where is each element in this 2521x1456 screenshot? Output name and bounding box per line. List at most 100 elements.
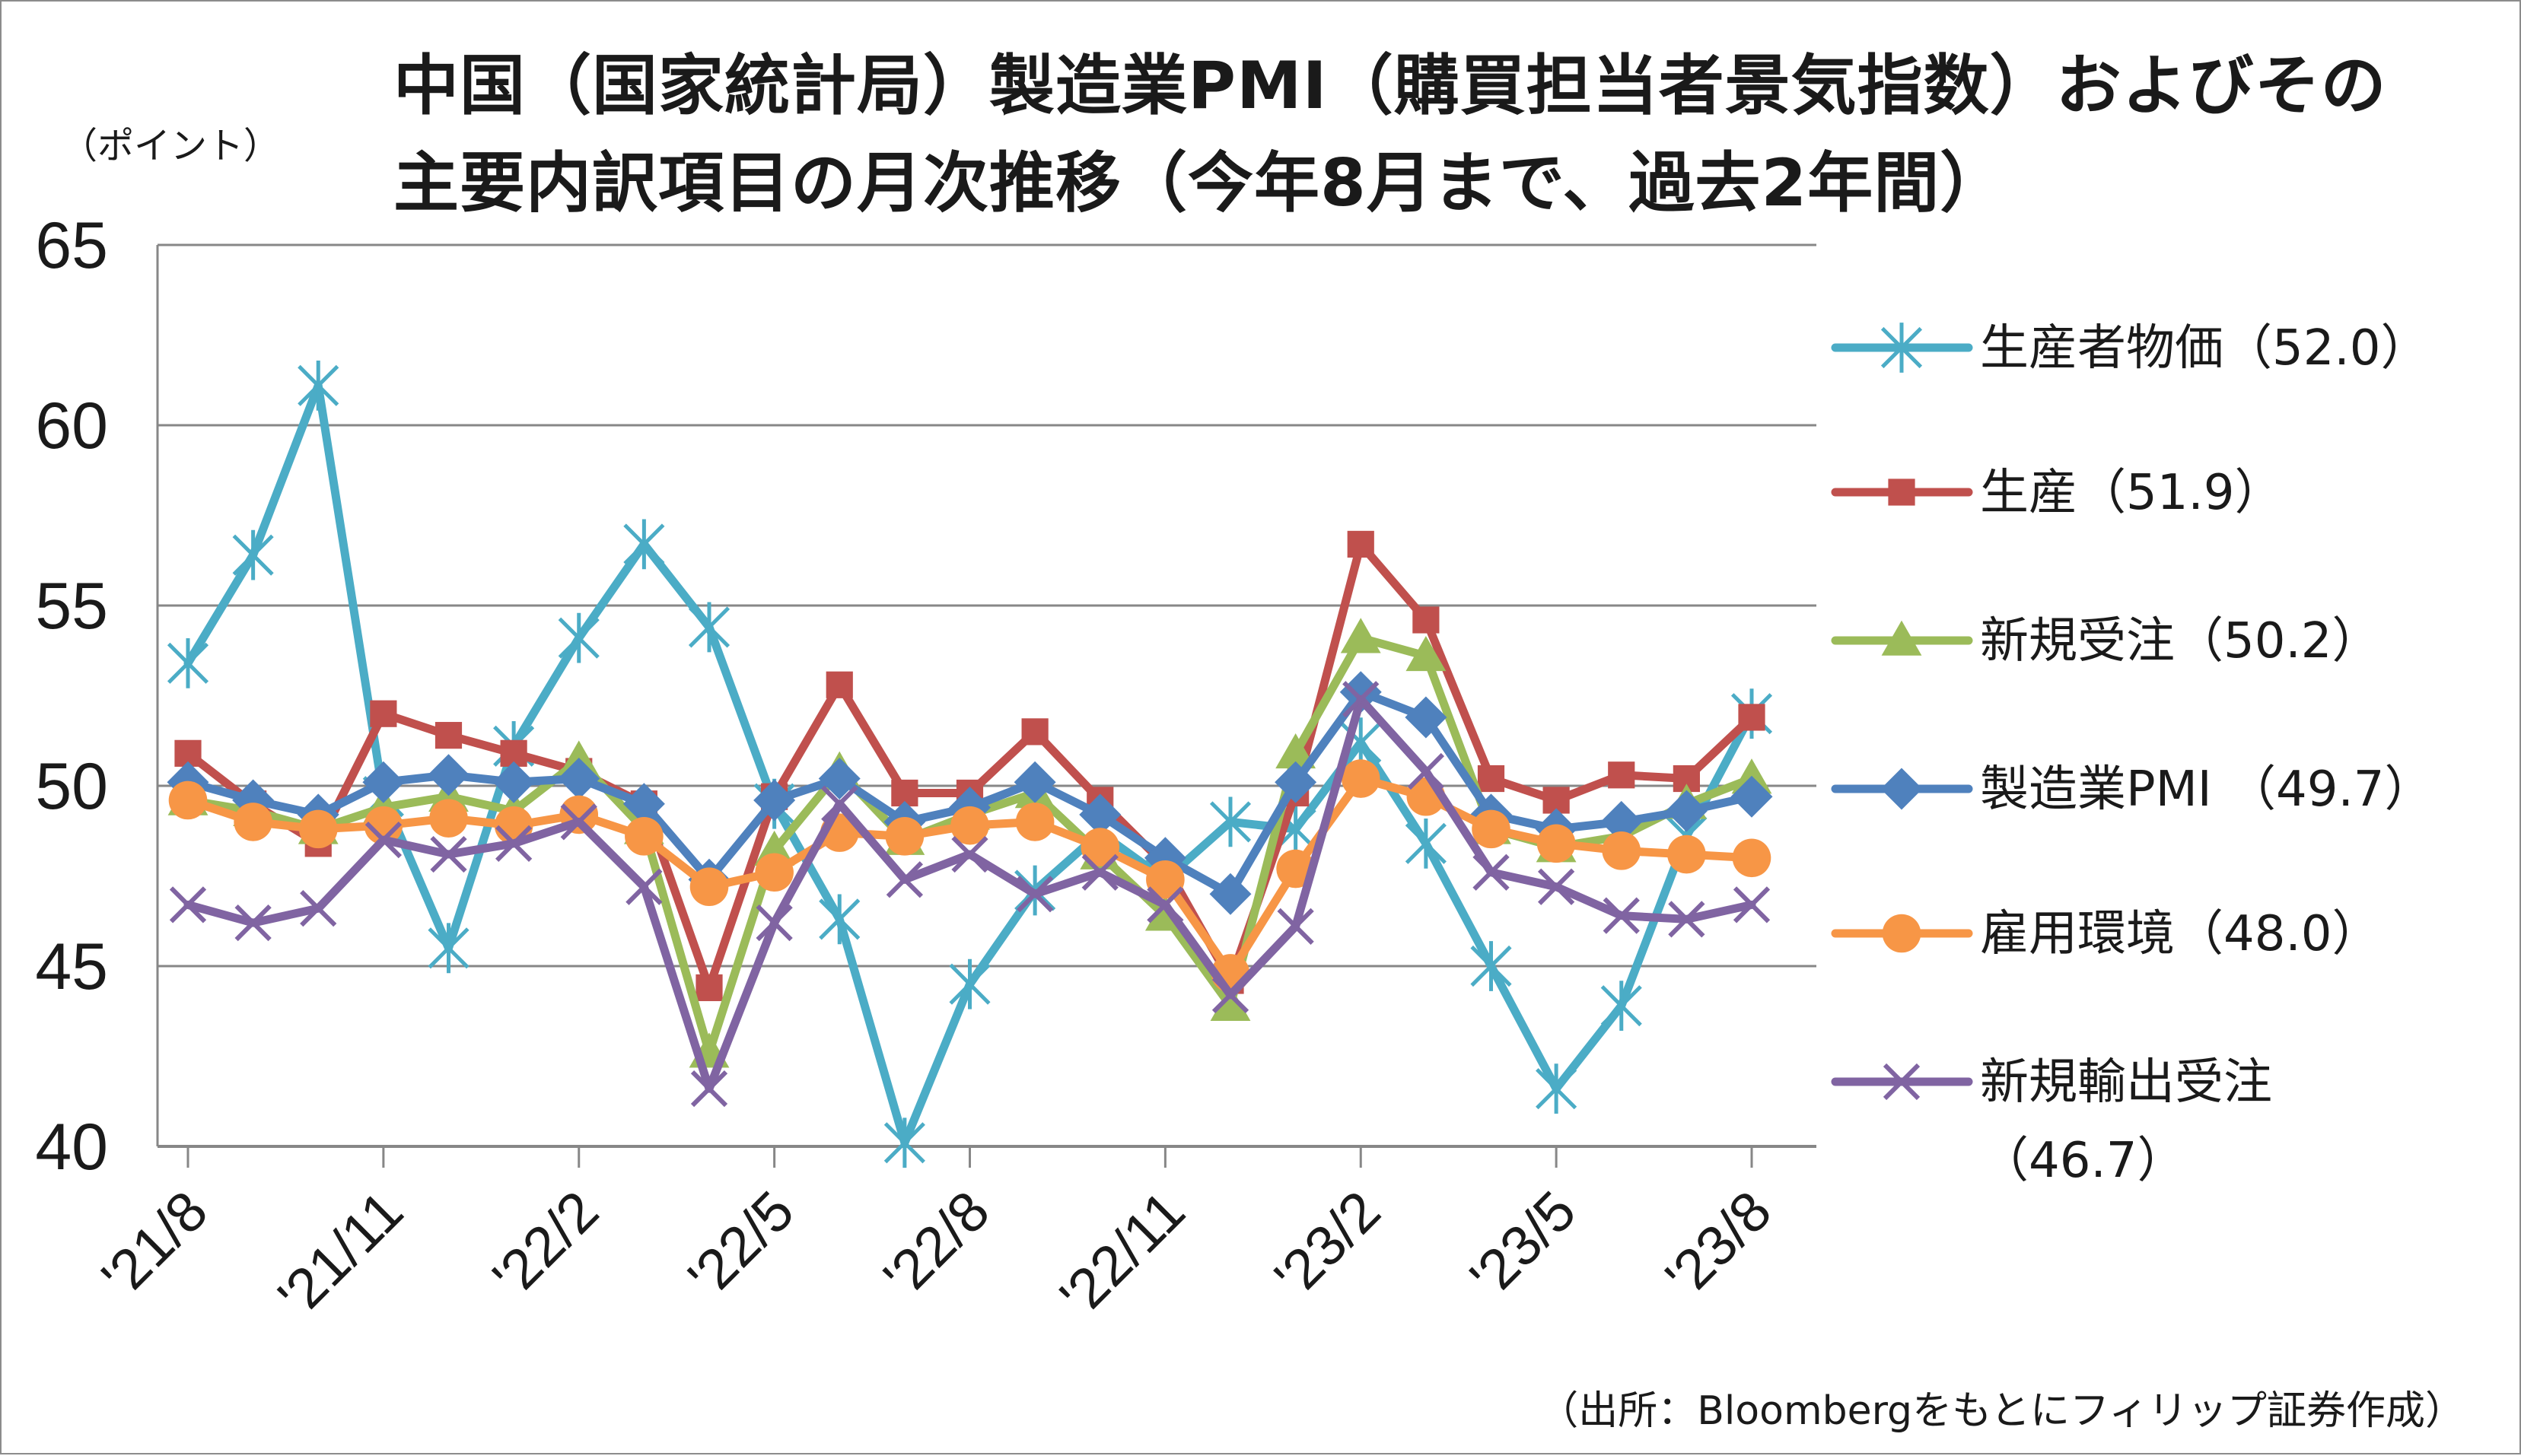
- data-point: [1210, 985, 1251, 1021]
- x-tick-label: '21/8: [90, 1179, 220, 1309]
- data-point: [1536, 1063, 1577, 1114]
- grid-layer: [158, 243, 1816, 1148]
- data-point: [370, 700, 397, 727]
- data-point: [1211, 976, 1249, 1014]
- data-point: [1603, 897, 1640, 934]
- data-point: [1608, 761, 1635, 789]
- data-point: [1470, 941, 1512, 991]
- legend-item-1: 生産（51.9）: [1831, 465, 2284, 521]
- data-point: [492, 761, 535, 803]
- data-point: [689, 867, 729, 907]
- series-layer: [167, 360, 1773, 1168]
- axis-layer: 40 45 50 55 60 65 '21/8 '21/11 '22/2 '22/5 '22/8 '2…: [35, 209, 1816, 1327]
- legend-marker: [1882, 914, 1921, 953]
- data-point: [1277, 908, 1314, 945]
- data-point: [1079, 793, 1122, 836]
- data-point: [886, 861, 923, 898]
- data-point: [362, 761, 405, 803]
- legend-item-0: 生産者物価（52.0）: [1831, 320, 2430, 377]
- data-point: [1339, 671, 1382, 714]
- data-point: [364, 821, 402, 859]
- data-point: [1600, 981, 1642, 1032]
- data-point: [756, 904, 793, 942]
- series-line: [183, 381, 1756, 1147]
- data-point: [1081, 828, 1120, 866]
- data-point: [1472, 809, 1510, 849]
- data-point: [298, 360, 339, 411]
- data-point: [1405, 818, 1447, 869]
- series-line: [183, 539, 1756, 992]
- legend-item-3: 製造業PMI （49.7）: [1831, 761, 2433, 818]
- data-point: [1405, 635, 1447, 672]
- y-tick-label: 60: [35, 389, 108, 463]
- data-point: [821, 785, 858, 822]
- data-point: [1340, 618, 1381, 653]
- data-point: [1342, 681, 1380, 718]
- data-point: [1405, 696, 1447, 739]
- data-point: [1538, 868, 1575, 905]
- series-0: [167, 360, 1773, 1168]
- data-point: [950, 806, 989, 845]
- data-point: [1733, 886, 1771, 924]
- data-point: [428, 923, 470, 974]
- data-point: [625, 868, 663, 905]
- data-point: [560, 803, 597, 841]
- data-point: [883, 1117, 925, 1168]
- y-tick-label: 55: [35, 570, 108, 643]
- data-point: [1668, 901, 1705, 938]
- legend-label: 新規輸出受注: [1980, 1054, 2272, 1111]
- chart-title-line-1: 中国（国家統計局）製造業PMI（購買担当者景気指数）およびその: [393, 48, 2387, 124]
- x-tick-label: '22/8: [871, 1179, 1001, 1309]
- legend-item-2: 新規受注（50.2）: [1831, 613, 2381, 669]
- legend-label-value: （46.7）: [1980, 1133, 2186, 1189]
- legend-label: 新規受注（50.2）: [1980, 613, 2381, 669]
- x-tick-label: '23/8: [1654, 1179, 1784, 1309]
- data-point: [625, 817, 664, 856]
- data-point: [1477, 765, 1505, 793]
- x-tick-label: '23/2: [1262, 1179, 1393, 1309]
- data-point: [1275, 761, 1317, 803]
- data-point: [623, 519, 665, 570]
- data-point: [1536, 824, 1576, 863]
- legend-marker: [1880, 768, 1923, 810]
- data-point: [169, 886, 207, 924]
- x-tick-label: '21/11: [266, 1179, 415, 1328]
- legend-label: 生産者物価（52.0）: [1980, 320, 2430, 377]
- data-point: [1081, 854, 1119, 891]
- data-point: [234, 904, 272, 942]
- data-point: [690, 1070, 728, 1108]
- chart-title-line-2: 主要内訳項目の月次推移（今年8月まで、過去2年間）: [393, 145, 2007, 221]
- data-point: [1472, 854, 1510, 891]
- data-point: [1738, 704, 1765, 731]
- data-point: [1275, 733, 1316, 769]
- legend-marker: [1881, 620, 1922, 656]
- legend-marker: [1880, 323, 1923, 373]
- data-point: [168, 780, 208, 820]
- data-point: [364, 806, 403, 845]
- data-point: [558, 612, 600, 663]
- data-point: [1209, 796, 1252, 847]
- data-point: [1347, 530, 1374, 558]
- data-point: [1600, 800, 1643, 843]
- data-point: [1407, 752, 1444, 790]
- data-point: [1146, 860, 1185, 899]
- data-point: [300, 890, 337, 927]
- data-point: [428, 754, 470, 796]
- data-point: [232, 529, 274, 580]
- data-point: [434, 722, 463, 749]
- data-point: [1602, 831, 1641, 870]
- legend-marker: [1888, 478, 1915, 506]
- data-point: [753, 779, 796, 822]
- data-point: [819, 894, 861, 945]
- data-point: [1730, 775, 1773, 818]
- legend-marker: [1883, 1063, 1921, 1101]
- y-tick-label: 40: [35, 1111, 108, 1184]
- data-point: [558, 758, 600, 800]
- data-point: [1021, 718, 1049, 745]
- data-point: [951, 835, 988, 873]
- data-point: [234, 803, 272, 841]
- x-tick-label: '22/5: [676, 1179, 806, 1309]
- data-point: [1017, 876, 1054, 913]
